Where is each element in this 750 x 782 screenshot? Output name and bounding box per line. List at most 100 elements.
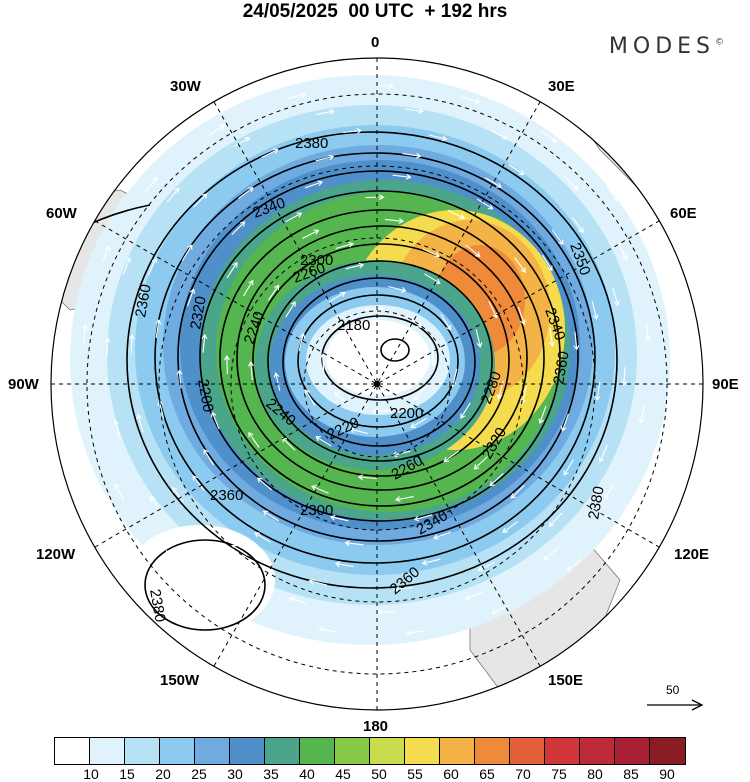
wind-arrow [281,437,296,451]
wind-arrow [344,540,364,547]
wind-arrow [621,366,628,386]
wind-arrow [311,484,329,494]
wind-arrow [287,91,307,100]
wind-arrow [319,353,326,373]
wind-arrow [502,521,518,533]
wind-arrow [334,392,350,405]
wind-arrow [440,314,451,331]
wind-arrow [406,629,426,636]
wind-arrow [315,154,335,162]
wind-arrow [489,472,504,487]
wind-arrow [560,413,569,432]
wind-arrow [625,493,636,511]
lat-circle-core [303,310,451,458]
wind-arrow [563,459,575,476]
graticule [51,58,703,710]
wind-arrow [604,483,615,500]
contour-2360 [154,152,596,564]
colorbar-tick-label: 30 [227,766,243,782]
reference-vector-arrow [647,699,704,711]
colorbar-swatch [475,738,510,764]
wind-arrow [148,257,158,276]
wind-arrow [104,337,111,357]
wind-arrow [376,609,396,616]
colorbar-swatch [55,738,90,764]
wind-arrow [223,355,230,375]
height-contours [59,131,618,631]
wind-arrow [477,562,495,572]
wind-arrow [302,229,320,239]
wind-arrow [136,413,144,433]
wind-arrow [606,185,619,202]
wind-arrow [669,335,676,356]
copyright-mark: © [715,37,724,48]
wind-arrow [465,244,481,257]
wind-arrow [549,328,555,347]
colorbar-tick-label: 90 [659,766,675,782]
wind-arrow [598,444,608,463]
contour-label: 2300 [300,502,333,519]
wind-arrow [412,386,426,402]
brand-text: MODES [608,34,715,59]
wind-arrow [101,245,111,264]
wind-arrow [267,284,280,301]
contour-2180 [321,315,439,401]
wind-arrow [421,558,441,566]
contour-2220 [282,277,476,447]
wind-arrow [388,285,407,293]
wind-arrow [475,329,483,348]
lon-label-150e: 150E [548,672,584,689]
contour-label: 2300 [300,252,333,269]
wind-arrow [618,243,628,261]
wind-arrow [85,405,92,425]
wind-arrow [210,557,227,570]
wind-arrow [651,256,660,275]
wind-arrow [308,578,328,586]
wind-arrow [166,187,180,203]
colorbar-tick-label: 35 [263,766,279,782]
wind-arrow [335,241,354,250]
colorbar-swatch [265,738,300,764]
colorbar-swatch [580,738,615,764]
colorbar-tick-label: 50 [371,766,387,782]
wind-arrow [181,244,193,261]
wind-arrow [334,561,354,568]
wind-arrow [304,180,323,189]
colorbar-swatch [160,738,195,764]
wind-arrow [238,187,254,199]
wind-arrow [318,626,338,633]
colorbar-swatch [440,738,475,764]
wind-arrow [638,405,646,424]
wind-arrow [144,176,158,192]
wind-arrow [201,333,208,353]
wind-arrow [538,405,547,424]
wind-arrow [128,334,135,354]
map-title: 24/05/2025 00 UTC + 192 hrs [242,1,508,22]
colorbar-swatch [90,738,125,764]
colorbar-swatch [370,738,405,764]
colorbar-swatch [405,738,440,764]
wind-arrow [329,291,346,303]
colorbar-tick-label: 85 [623,766,639,782]
colorbar-ticks: 10 15 20 25 30 35 40 45 50 55 60 65 70 75 80 85 90 [0,766,750,782]
wind-arrow [541,254,553,272]
wind-arrow [243,279,254,297]
wind-arrow [572,217,584,234]
colorbar-swatch [125,738,160,764]
colorbar-tick-label: 65 [479,766,495,782]
wind-arrow [172,486,184,503]
colorbar [54,737,686,765]
wind-arrow [261,148,279,158]
wind-arrow [176,369,183,389]
wind-arrow [428,134,448,142]
colorbar-swatch [545,738,580,764]
wind-arrow [485,177,502,188]
colorbar-swatch [510,738,545,764]
wind-arrow [203,448,215,466]
map-boundary [50,57,704,711]
colorbar-tick-label: 70 [515,766,531,782]
wind-arrow [288,596,307,605]
colorbar-tick-label: 55 [407,766,423,782]
wind-arrow [187,288,196,307]
wind-arrow [394,496,414,503]
